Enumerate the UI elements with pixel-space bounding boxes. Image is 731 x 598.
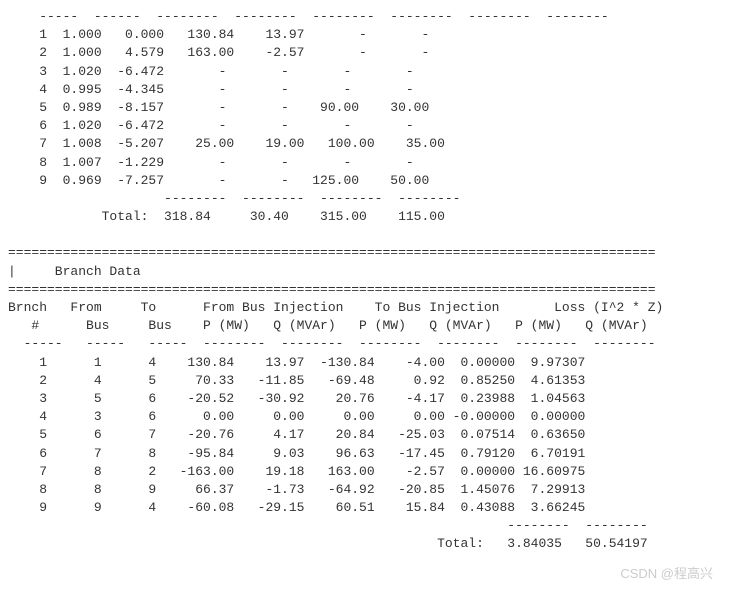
power-flow-output: ----- ------ -------- -------- -------- … bbox=[8, 8, 723, 554]
watermark: CSDN @程高兴 bbox=[620, 563, 713, 582]
